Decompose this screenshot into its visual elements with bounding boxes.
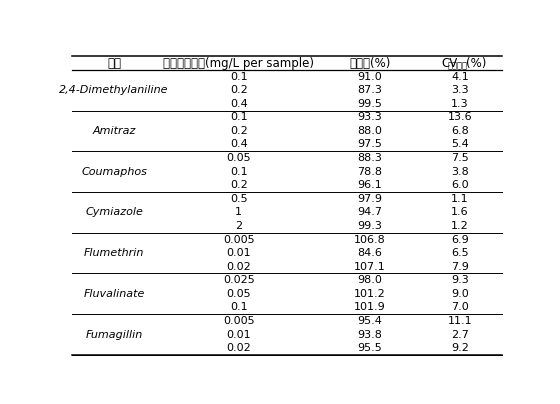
Text: Flumethrin: Flumethrin: [84, 248, 144, 258]
Text: (%): (%): [466, 57, 487, 69]
Text: 2,4-Dimethylaniline: 2,4-Dimethylaniline: [59, 85, 169, 95]
Text: 0.1: 0.1: [230, 166, 248, 177]
Text: Fluvalinate: Fluvalinate: [83, 289, 144, 299]
Text: 7.5: 7.5: [451, 153, 469, 163]
Text: 1.3: 1.3: [451, 99, 469, 109]
Text: 9.0: 9.0: [451, 289, 469, 299]
Text: 94.7: 94.7: [357, 207, 382, 217]
Text: 0.1: 0.1: [230, 112, 248, 122]
Text: 96.1: 96.1: [357, 180, 382, 190]
Text: 0.01: 0.01: [226, 248, 251, 258]
Text: Cymiazole: Cymiazole: [85, 207, 143, 217]
Text: 2: 2: [235, 221, 242, 231]
Text: 11.1: 11.1: [447, 316, 472, 326]
Text: 97.5: 97.5: [357, 139, 382, 149]
Text: 6.0: 6.0: [451, 180, 469, 190]
Text: 0.05: 0.05: [226, 289, 251, 299]
Text: Amitraz: Amitraz: [92, 126, 136, 136]
Text: 95.4: 95.4: [357, 316, 382, 326]
Text: Fumagillin: Fumagillin: [86, 330, 143, 339]
Text: 91.0: 91.0: [357, 72, 382, 82]
Text: 항목: 항목: [107, 57, 121, 69]
Text: 0.5: 0.5: [230, 194, 248, 204]
Text: 3.3: 3.3: [451, 85, 469, 95]
Text: 0.02: 0.02: [226, 262, 251, 271]
Text: 95.5: 95.5: [357, 343, 382, 353]
Text: 87.3: 87.3: [357, 85, 382, 95]
Text: 9.2: 9.2: [451, 343, 469, 353]
Text: 1: 1: [235, 207, 242, 217]
Text: 0.2: 0.2: [230, 126, 248, 136]
Text: 98.0: 98.0: [357, 275, 382, 285]
Text: 78.8: 78.8: [357, 166, 382, 177]
Text: 0.05: 0.05: [226, 153, 251, 163]
Text: 9.3: 9.3: [451, 275, 469, 285]
Text: 6.9: 6.9: [451, 234, 469, 244]
Text: 2.7: 2.7: [451, 330, 469, 339]
Text: 0.02: 0.02: [226, 343, 251, 353]
Text: CV: CV: [441, 57, 457, 69]
Text: 1.2: 1.2: [451, 221, 469, 231]
Text: 7.9: 7.9: [451, 262, 469, 271]
Text: 99.3: 99.3: [357, 221, 382, 231]
Text: 101.2: 101.2: [354, 289, 386, 299]
Text: 0.2: 0.2: [230, 85, 248, 95]
Text: 0.4: 0.4: [230, 139, 248, 149]
Text: 6.8: 6.8: [451, 126, 469, 136]
Text: 1.1: 1.1: [451, 194, 469, 204]
Text: 93.3: 93.3: [357, 112, 382, 122]
Text: 0.1: 0.1: [230, 72, 248, 82]
Text: 첨가회수농도(mg/L per sample): 첨가회수농도(mg/L per sample): [163, 57, 314, 69]
Text: 84.6: 84.6: [357, 248, 382, 258]
Text: 3.8: 3.8: [451, 166, 469, 177]
Text: 88.0: 88.0: [357, 126, 382, 136]
Text: 99.5: 99.5: [357, 99, 382, 109]
Text: 106.8: 106.8: [354, 234, 386, 244]
Text: 회수율(%): 회수율(%): [349, 57, 390, 69]
Text: 7.0: 7.0: [451, 302, 469, 312]
Text: 실험실내: 실험실내: [448, 61, 468, 70]
Text: 97.9: 97.9: [357, 194, 382, 204]
Text: 101.9: 101.9: [354, 302, 386, 312]
Text: 4.1: 4.1: [451, 72, 469, 82]
Text: 0.2: 0.2: [230, 180, 248, 190]
Text: 1.6: 1.6: [451, 207, 469, 217]
Text: 93.8: 93.8: [357, 330, 382, 339]
Text: 0.005: 0.005: [223, 234, 254, 244]
Text: Coumaphos: Coumaphos: [81, 166, 147, 177]
Text: 0.1: 0.1: [230, 302, 248, 312]
Text: 0.4: 0.4: [230, 99, 248, 109]
Text: 0.025: 0.025: [223, 275, 255, 285]
Text: 5.4: 5.4: [451, 139, 469, 149]
Text: 0.01: 0.01: [226, 330, 251, 339]
Text: 88.3: 88.3: [357, 153, 382, 163]
Text: 0.005: 0.005: [223, 316, 254, 326]
Text: 107.1: 107.1: [354, 262, 386, 271]
Text: 13.6: 13.6: [447, 112, 472, 122]
Text: 6.5: 6.5: [451, 248, 469, 258]
